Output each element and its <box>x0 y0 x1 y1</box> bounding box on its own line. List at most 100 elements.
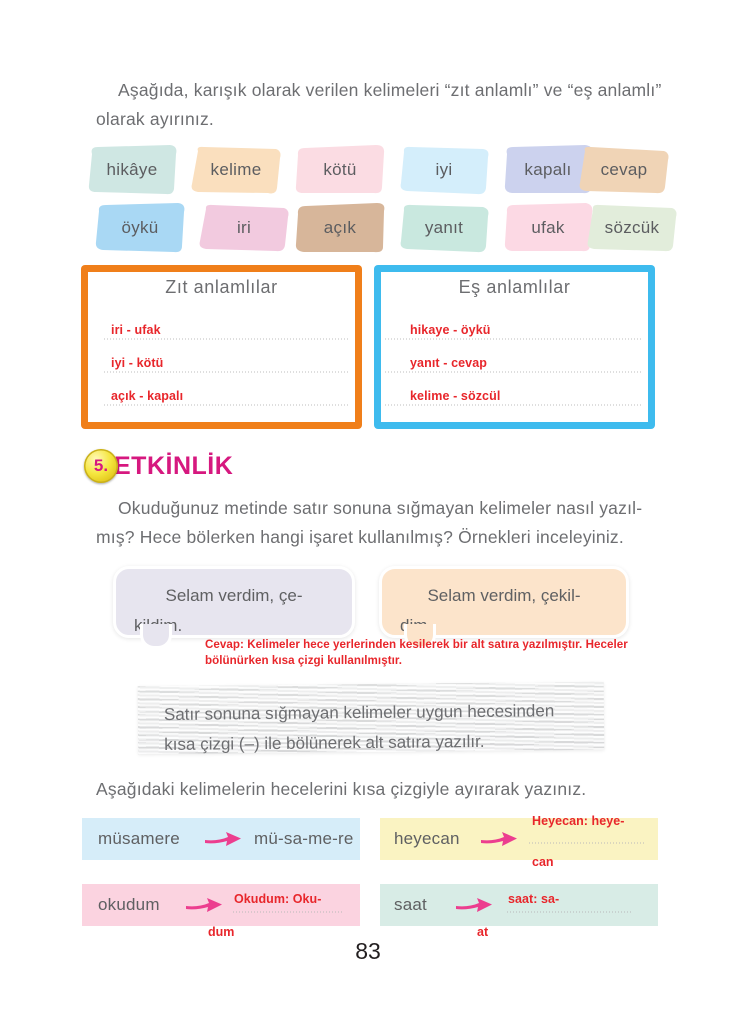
word-chip-label: sözcük <box>604 218 660 237</box>
chip-blob-shape <box>199 204 289 252</box>
answer-lines: hikaye - öykü yanıt - cevap kelime - söz… <box>384 309 641 408</box>
handwritten-answer: saat: sa- <box>508 892 560 906</box>
dotted-rule <box>384 371 641 373</box>
activity-label: ETKİNLİK <box>114 451 234 480</box>
answer-lines: iri - ufak iyi - kötü açık - kapalı <box>103 309 348 408</box>
word-chip-iri[interactable]: iri <box>198 203 290 253</box>
exercise-item-saat[interactable]: saat saat: sa- <box>380 884 658 926</box>
exercise-word: heyecan <box>394 829 460 848</box>
activity-header: 5. ETKİNLİK <box>84 449 233 483</box>
answer-line[interactable]: açık - kapalı <box>103 375 348 408</box>
chip-blob-shape <box>400 146 489 195</box>
answer-line[interactable]: kelime - sözcül <box>384 375 641 408</box>
word-chip-row-1: hikâye kelime kötü iyi kapalı <box>86 145 669 197</box>
handwritten-answer-overflow: dum <box>208 925 235 939</box>
exercise-instruction: Aşağıdaki kelimelerin hecelerini kısa çi… <box>96 775 671 804</box>
activity-question-line-2: mış? Hece bölerken hangi işaret kullanıl… <box>96 527 624 547</box>
speech-bubble-left: Selam verdim, çe- kildim. <box>113 566 355 649</box>
word-chip-label: ufak <box>531 218 565 237</box>
bubble-tail <box>140 624 172 649</box>
exercise-item-heyecan[interactable]: heyecan Heyecan: heye- <box>380 814 658 860</box>
answer-box-inner <box>88 272 355 422</box>
dotted-rule <box>528 842 644 844</box>
exercise-word: okudum <box>98 895 160 914</box>
arrow-right-icon <box>481 832 517 846</box>
activity-question-line-1: Okuduğunuz metinde satır sonuna sığmayan… <box>118 498 643 518</box>
word-chip-iyi[interactable]: iyi <box>398 145 490 195</box>
word-chip-kelime[interactable]: kelime <box>190 145 282 195</box>
word-chip-ufak[interactable]: ufak <box>502 203 594 253</box>
teacher-answer-note: Cevap: Kelimeler hece yerlerinden kesile… <box>205 637 685 668</box>
word-chip-label: hikâye <box>106 160 158 179</box>
chip-blob-shape <box>504 145 593 194</box>
word-chip-oyku[interactable]: öykü <box>94 203 186 253</box>
dotted-rule <box>103 338 348 340</box>
rule-info-banner: Satır sonuna sığmayan kelimeler uygun he… <box>137 681 605 755</box>
exercise-word: müsamere <box>98 829 180 848</box>
word-chip-label: kötü <box>323 160 357 179</box>
handwritten-answer-overflow: at <box>477 925 489 939</box>
rule-line-2: kısa çizgi (–) ile bölünerek alt satıra … <box>164 731 485 754</box>
chip-blob-shape <box>88 145 177 195</box>
exercise-printed-answer: mü-sa-me-re <box>254 829 354 848</box>
handwritten-answer: iri - ufak <box>111 323 161 337</box>
word-chip-kotu[interactable]: kötü <box>294 145 386 195</box>
dotted-rule <box>103 371 348 373</box>
word-chip-label: iri <box>236 218 252 237</box>
word-chip-sozcuk[interactable]: sözcük <box>586 203 678 253</box>
answer-box-title: Eş anlamlılar <box>458 277 571 297</box>
intro-paragraph: Aşağıda, karışık olarak verilen kelimele… <box>96 76 666 134</box>
answer-note-line-2: bölünürken kısa çizgi kullanılmıştır. <box>205 653 403 667</box>
word-chip-label: iyi <box>435 160 453 179</box>
handwritten-answer: açık - kapalı <box>111 389 184 403</box>
word-chip-cevap[interactable]: cevap <box>578 145 670 195</box>
word-chip-yanit[interactable]: yanıt <box>398 203 490 253</box>
answer-box-es-anlamlilar[interactable]: Eş anlamlılar hikaye - öykü yanıt - ceva… <box>374 265 655 429</box>
handwritten-answer: Heyecan: heye- <box>532 814 625 828</box>
rule-text: Satır sonuna sığmayan kelimeler uygun he… <box>164 696 589 760</box>
chip-blob-shape <box>504 203 593 252</box>
dotted-rule <box>384 404 641 406</box>
handwritten-answer-overflow: can <box>532 855 554 869</box>
exercise-item-okudum[interactable]: okudum Okudum: Oku- <box>82 884 360 926</box>
answer-note-line-1: Cevap: Kelimeler hece yerlerinden kesile… <box>205 638 628 651</box>
rule-line-1: Satır sonuna sığmayan kelimeler uygun he… <box>163 701 555 724</box>
intro-line-2: olarak ayırınız. <box>96 109 214 129</box>
word-chip-acik[interactable]: açık <box>294 203 386 253</box>
word-chip-label: açık <box>323 218 357 237</box>
bubble-tail <box>404 624 436 649</box>
answer-line[interactable]: iyi - kötü <box>103 342 348 375</box>
dotted-rule <box>232 911 344 913</box>
arrow-right-icon <box>205 832 241 846</box>
speech-bubble-right: Selam verdim, çekil- dim. <box>379 566 629 649</box>
arrow-right-icon <box>456 898 492 912</box>
activity-number-badge: 5. <box>84 449 118 483</box>
word-chip-hikaye[interactable]: hikâye <box>86 145 178 195</box>
chip-blob-shape <box>587 204 677 252</box>
intro-line-1: Aşağıda, karışık olarak verilen kelimele… <box>118 80 662 100</box>
activity-question: Okuduğunuz metinde satır sonuna sığmayan… <box>96 494 671 552</box>
page-number: 83 <box>355 938 381 964</box>
dotted-rule <box>103 404 348 406</box>
exercise-instruction-text: Aşağıdaki kelimelerin hecelerini kısa çi… <box>96 779 587 799</box>
word-chip-label: cevap <box>600 160 648 179</box>
answer-box-inner <box>381 272 648 422</box>
word-chip-kapali[interactable]: kapalı <box>502 145 594 195</box>
word-chip-label: kelime <box>210 160 262 179</box>
answer-line[interactable]: iri - ufak <box>103 309 348 342</box>
word-chip-label: yanıt <box>424 218 464 237</box>
answer-line[interactable]: yanıt - cevap <box>384 342 641 375</box>
word-chip-label: öykü <box>121 218 159 237</box>
chip-blob-shape <box>579 146 669 194</box>
answer-line[interactable]: hikaye - öykü <box>384 309 641 342</box>
chip-blob-shape <box>95 203 185 253</box>
answer-box-zit-anlamlilar[interactable]: Zıt anlamlılar iri - ufak iyi - kötü açı… <box>81 265 362 429</box>
exercise-item-musamere[interactable]: müsamere mü-sa-me-re <box>82 818 360 860</box>
handwritten-answer: iyi - kötü <box>111 356 164 370</box>
dotted-rule <box>506 911 632 913</box>
word-chip-row-2: öykü iri açık yanıt ufak <box>86 203 677 255</box>
exercise-word: saat <box>394 895 427 914</box>
bubble-line-1: Selam verdim, çe- <box>165 586 303 605</box>
chip-blob-shape <box>191 146 281 194</box>
